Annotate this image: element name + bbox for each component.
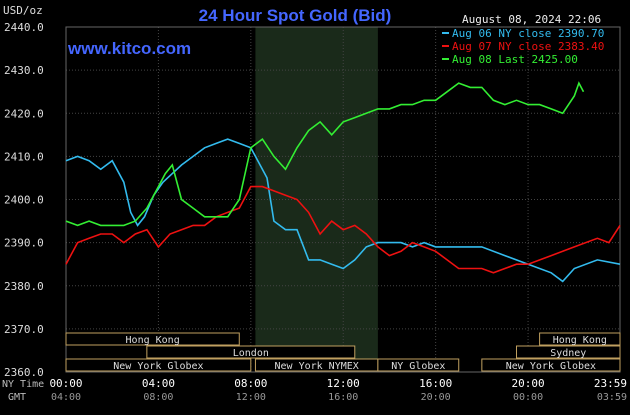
x-tick-ny: 00:00 xyxy=(49,377,82,390)
grid-lines xyxy=(65,26,621,373)
session-label: Hong Kong xyxy=(126,335,180,346)
kitco-website-link[interactable]: www.kitco.com xyxy=(67,39,191,58)
y-unit-label: USD/oz xyxy=(3,4,43,17)
x-tick-gmt: 16:00 xyxy=(328,392,358,403)
series-line-1 xyxy=(65,138,621,283)
y-tick-label: 2390.0 xyxy=(4,237,44,250)
series-line-3 xyxy=(65,81,585,227)
series-line-2 xyxy=(65,185,621,274)
y-tick-label: 2420.0 xyxy=(4,107,44,120)
session-label: New York NYMEX xyxy=(275,361,359,372)
x-tick-ny: 12:00 xyxy=(327,377,360,390)
y-tick-label: 2430.0 xyxy=(4,64,44,77)
session-label: London xyxy=(233,348,269,359)
legend-entry: Aug 06 NY close 2390.70 xyxy=(452,27,604,40)
x-tick-gmt: 20:00 xyxy=(421,392,451,403)
x-tick-ny: 04:00 xyxy=(142,377,175,390)
session-bar xyxy=(377,358,460,372)
legend-entry: Aug 07 NY close 2383.40 xyxy=(452,40,604,53)
session-bar xyxy=(65,358,252,372)
session-label: Sydney xyxy=(550,348,586,359)
y-tick-label: 2360.0 xyxy=(4,366,44,379)
y-tick-label: 2410.0 xyxy=(4,150,44,163)
x-tick-ny: 16:00 xyxy=(419,377,452,390)
x-tick-gmt: 04:00 xyxy=(51,392,81,403)
ny-time-row-label: NY Time xyxy=(2,379,44,390)
session-bar xyxy=(481,358,621,372)
y-tick-label: 2440.0 xyxy=(4,21,44,34)
axis-labels: 2440.0 2430.0 2420.0 2410.0 2400.0 2390.0 2380… xyxy=(4,21,627,403)
y-tick-label: 2370.0 xyxy=(4,323,44,336)
x-tick-gmt: 08:00 xyxy=(143,392,173,403)
plot-frame xyxy=(65,26,621,373)
x-tick-gmt: 03:59 xyxy=(597,392,627,403)
session-label: New York Globex xyxy=(113,361,203,372)
session-label: Hong Kong xyxy=(553,335,607,346)
session-label: NY Globex xyxy=(391,361,445,372)
series-layer xyxy=(65,81,621,283)
timestamp: August 08, 2024 22:06 xyxy=(462,13,601,26)
x-tick-gmt: 00:00 xyxy=(513,392,543,403)
y-tick-label: 2380.0 xyxy=(4,280,44,293)
session-bar xyxy=(65,332,240,346)
x-tick-ny: 08:00 xyxy=(234,377,267,390)
gmt-row-label: GMT xyxy=(8,392,26,403)
legend-entry: Aug 08 Last 2425.00 xyxy=(452,53,578,66)
session-bar xyxy=(516,345,621,359)
chart-title: 24 Hour Spot Gold (Bid) xyxy=(199,6,392,25)
session-label: New York Globex xyxy=(506,361,596,372)
y-tick-label: 2400.0 xyxy=(4,194,44,207)
x-tick-ny: 23:59 xyxy=(594,377,627,390)
x-tick-ny: 20:00 xyxy=(511,377,544,390)
x-tick-gmt: 12:00 xyxy=(236,392,266,403)
session-bar xyxy=(539,332,621,346)
session-bars: Hong Kong Hong Kong London Sydney New York G… xyxy=(65,332,621,372)
session-bar xyxy=(146,345,356,359)
